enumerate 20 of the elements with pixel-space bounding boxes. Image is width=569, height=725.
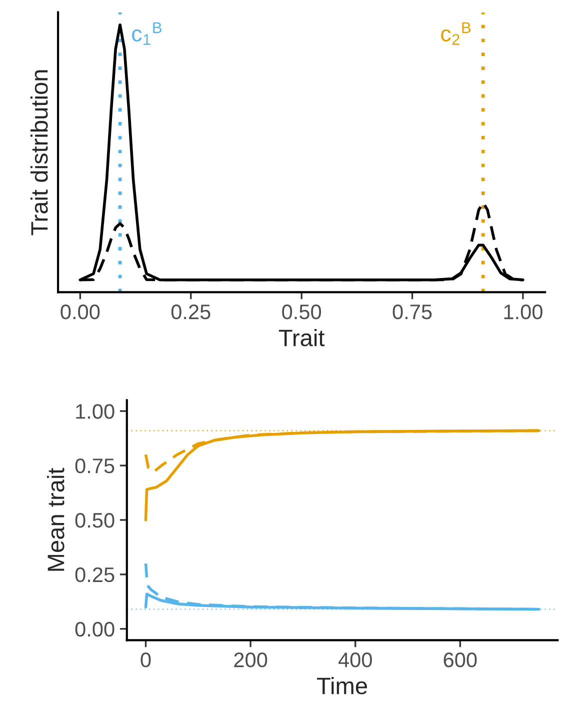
y-axis-title: Trait distribution — [30, 70, 48, 236]
x-tick-label: 0.00 — [60, 304, 100, 320]
x-axis-title: Trait — [278, 328, 325, 346]
x-tick-label: 400 — [338, 652, 372, 668]
ref-line-label: c$_{2}$$^{B}$ — [441, 22, 471, 45]
y-axis-title: Mean trait — [46, 468, 64, 571]
x-tick-label: 1.00 — [504, 304, 542, 320]
x-tick-label: 600 — [444, 652, 477, 668]
y-tick-label: 0.00 — [75, 622, 114, 637]
x-tick-label: 0.75 — [392, 304, 432, 320]
y-tick-label: 0.50 — [75, 512, 114, 528]
y-tick-label: 0.75 — [75, 458, 114, 474]
y-tick-label: 0.25 — [75, 567, 114, 582]
ref-line-label: c$_{1}$$^{B}$ — [132, 22, 162, 45]
x-tick-label: 0 — [140, 652, 151, 668]
y-tick-label: 1.00 — [76, 404, 114, 419]
x-tick-label: 0.25 — [171, 304, 210, 320]
x-axis-title: Time — [316, 676, 367, 694]
x-tick-label: 0.50 — [282, 304, 322, 320]
x-tick-label: 200 — [234, 652, 268, 668]
